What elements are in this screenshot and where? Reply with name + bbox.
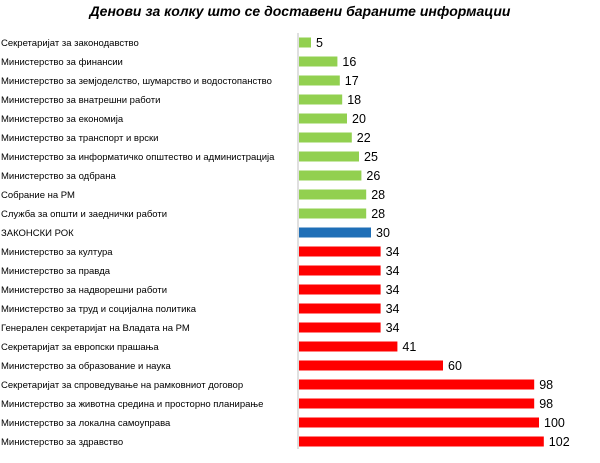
category-label-18: Секретаријат за спроведување на рамковни… [1,380,243,391]
bar-0 [299,37,311,48]
category-label-10: ЗАКОНСКИ РОК [1,228,74,239]
bar-11 [299,246,381,257]
value-label-20: 100 [544,416,565,430]
value-label-18: 98 [539,378,553,392]
category-label-3: Министерство за внатрешни работи [1,95,160,106]
value-label-17: 60 [448,359,462,373]
category-label-17: Министерство за образование и наука [1,361,171,372]
category-label-13: Министерство за надворешни работи [1,285,167,296]
value-label-21: 102 [549,435,570,449]
category-label-20: Министерство за локална самоуправа [1,418,171,429]
value-label-9: 28 [371,207,385,221]
bar-14 [299,303,381,314]
value-label-7: 26 [366,169,380,183]
value-label-15: 34 [386,321,400,335]
bar-12 [299,265,381,276]
value-label-5: 22 [357,131,371,145]
chart-title: Денови за колку што се доставени баранит… [89,3,511,19]
value-label-3: 18 [347,93,361,107]
bar-16 [299,341,398,352]
value-label-2: 17 [345,74,359,88]
bar-15 [299,322,381,333]
value-label-13: 34 [386,283,400,297]
bars-group [299,37,544,447]
category-label-7: Министерство за одбрана [1,171,116,182]
value-label-12: 34 [386,264,400,278]
value-label-11: 34 [386,245,400,259]
category-label-12: Министерство за правда [1,266,111,277]
bar-6 [299,151,359,162]
bar-19 [299,398,535,409]
category-label-15: Генерален секретаријат на Владата на РМ [1,323,190,334]
category-label-21: Министерство за здравство [1,437,123,448]
bar-21 [299,436,544,447]
bar-7 [299,170,362,181]
value-label-16: 41 [402,340,416,354]
value-label-4: 20 [352,112,366,126]
value-label-0: 5 [316,36,323,50]
category-label-1: Министерство за финансии [1,57,123,68]
category-label-4: Министерство за економија [1,114,124,125]
bar-10 [299,227,371,238]
value-label-6: 25 [364,150,378,164]
bar-18 [299,379,535,390]
category-label-8: Собрание на РМ [1,190,75,201]
category-label-14: Министерство за труд и социјална политик… [1,304,197,315]
bar-20 [299,417,539,428]
value-label-8: 28 [371,188,385,202]
category-label-2: Министерство за земјоделство, шумарство … [1,76,272,87]
value-labels-group: 5161718202225262828303434343434416098981… [316,36,570,449]
bar-3 [299,94,343,105]
category-label-6: Министерство за информатичко општество и… [1,152,275,163]
bar-9 [299,208,367,219]
category-label-0: Секретаријат за законодавство [1,38,139,49]
category-label-19: Министерство за животна средина и просто… [1,399,263,410]
bar-5 [299,132,352,143]
category-label-16: Секретаријат за европски прашања [1,342,159,353]
bar-4 [299,113,347,124]
bar-17 [299,360,443,371]
value-label-19: 98 [539,397,553,411]
category-label-9: Служба за општи и заеднички работи [1,209,167,220]
bar-2 [299,75,340,86]
bar-8 [299,189,367,200]
bar-13 [299,284,381,295]
value-label-14: 34 [386,302,400,316]
bar-1 [299,56,338,67]
value-label-1: 16 [342,55,356,69]
category-labels-group: Секретаријат за законодавство Министерств… [1,38,275,448]
value-label-10: 30 [376,226,390,240]
category-label-11: Министерство за култура [1,247,113,258]
category-label-5: Министерство за транспорт и врски [1,133,158,144]
